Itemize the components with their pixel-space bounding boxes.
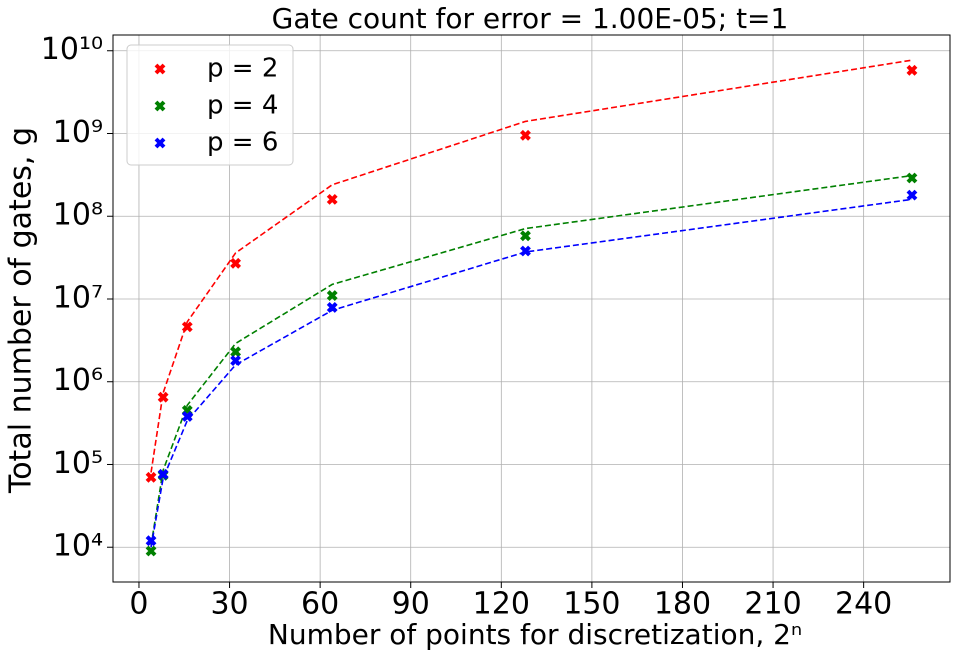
legend-label: p = 6: [207, 128, 278, 158]
marker: [906, 64, 918, 76]
x-tick-label: 90: [392, 587, 430, 622]
marker: [181, 321, 193, 333]
fit-line: [150, 59, 913, 473]
legend-marker: [154, 137, 166, 149]
y-tick-label: 10⁵: [53, 446, 103, 481]
y-tick-label: 10⁷: [53, 280, 103, 315]
marker: [520, 245, 531, 257]
y-tick-label: 10⁹: [53, 115, 103, 150]
x-tick-label: 60: [301, 587, 339, 622]
plot-frame: [112, 34, 951, 583]
marker: [326, 290, 338, 301]
marker: [145, 535, 157, 547]
marker: [906, 189, 918, 201]
y-axis-label: Total number of gates, g: [4, 127, 39, 494]
y-tick-label: 10¹⁰: [41, 32, 103, 67]
legend-label: p = 4: [207, 91, 278, 121]
marker: [145, 545, 157, 557]
x-axis-label: Number of points for discretization, 2ⁿ: [268, 618, 802, 651]
legend-marker: [154, 63, 166, 75]
y-tick-label: 10⁶: [53, 363, 103, 398]
fit-line: [150, 174, 913, 546]
marker: [157, 391, 169, 403]
y-tick-label: 10⁴: [53, 529, 103, 564]
marker: [181, 411, 193, 422]
marker: [520, 129, 531, 141]
legend-marker: [154, 100, 166, 112]
marker: [230, 346, 242, 358]
x-tick-label: 120: [473, 587, 530, 622]
x-tick-label: 0: [129, 587, 148, 622]
x-tick-label: 180: [654, 587, 711, 622]
marker: [230, 355, 242, 367]
x-tick-label: 30: [210, 587, 248, 622]
marker: [906, 172, 918, 184]
marker: [157, 468, 169, 480]
x-tick-label: 150: [563, 587, 620, 622]
legend-label: p = 2: [207, 54, 278, 84]
marker: [326, 302, 338, 313]
marker: [326, 193, 338, 205]
x-tick-label: 240: [835, 587, 892, 622]
chart-title: Gate count for error = 1.00E-05; t=1: [272, 2, 789, 35]
x-tick-label: 210: [744, 587, 801, 622]
legend-box: [126, 44, 294, 166]
y-tick-label: 10⁸: [53, 198, 103, 233]
marker: [520, 230, 531, 242]
marker: [230, 257, 242, 269]
marker: [145, 471, 157, 483]
